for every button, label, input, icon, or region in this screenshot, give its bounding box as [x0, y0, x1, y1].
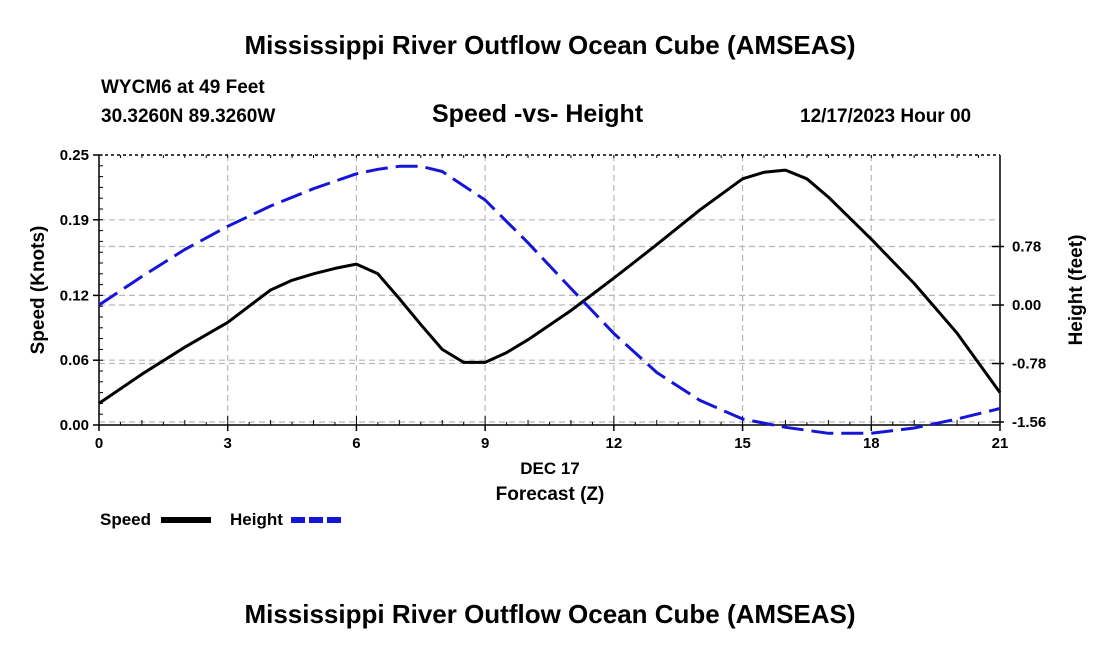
- y2-tick-label: -0.78: [1012, 356, 1046, 373]
- x-tick-label: 6: [352, 435, 360, 452]
- y2-tick-label: 0.00: [1012, 297, 1041, 314]
- legend-speed-swatch: [161, 517, 211, 523]
- y-tick-label: 0.12: [60, 287, 89, 304]
- y-axis-label: Speed (Knots): [28, 226, 49, 355]
- height-series-line: [98, 164, 1001, 435]
- station-label: WYCM6 at 49 Feet: [101, 77, 265, 98]
- legend-speed-label: Speed: [100, 510, 152, 529]
- y2-tick-label: 0.78: [1012, 239, 1041, 256]
- y-tick-label: 0.06: [60, 352, 89, 369]
- y2-axis-label: Height (feet): [1066, 235, 1087, 346]
- x-tick-label: 21: [992, 435, 1009, 452]
- legend-height-label: Height: [230, 510, 283, 529]
- x-tick-label: 12: [606, 435, 623, 452]
- forecast-datetime: 12/17/2023 Hour 00: [800, 106, 972, 127]
- y2-tick-label: -1.56: [1012, 414, 1046, 431]
- speed-series-line: [98, 168, 1002, 405]
- chart-main-title: Mississippi River Outflow Ocean Cube (AM…: [244, 30, 856, 60]
- station-coordinates: 30.3260N 89.3260W: [101, 106, 276, 127]
- y-tick-label: 0.25: [60, 147, 89, 164]
- y-tick-label: 0.00: [60, 417, 89, 434]
- footer-title: Mississippi River Outflow Ocean Cube (AM…: [244, 599, 856, 629]
- legend-height-swatch: [291, 517, 343, 523]
- x-tick-label: 3: [224, 435, 232, 452]
- x-tick-label: 9: [481, 435, 489, 452]
- chart-subtitle: Speed -vs- Height: [432, 100, 644, 128]
- x-tick-label: 0: [95, 435, 103, 452]
- x-tick-label: 18: [863, 435, 880, 452]
- x-axis-date-label: DEC 17: [520, 459, 580, 478]
- x-axis-label: Forecast (Z): [496, 484, 605, 505]
- y-tick-label: 0.19: [60, 212, 89, 229]
- x-tick-label: 15: [734, 435, 751, 452]
